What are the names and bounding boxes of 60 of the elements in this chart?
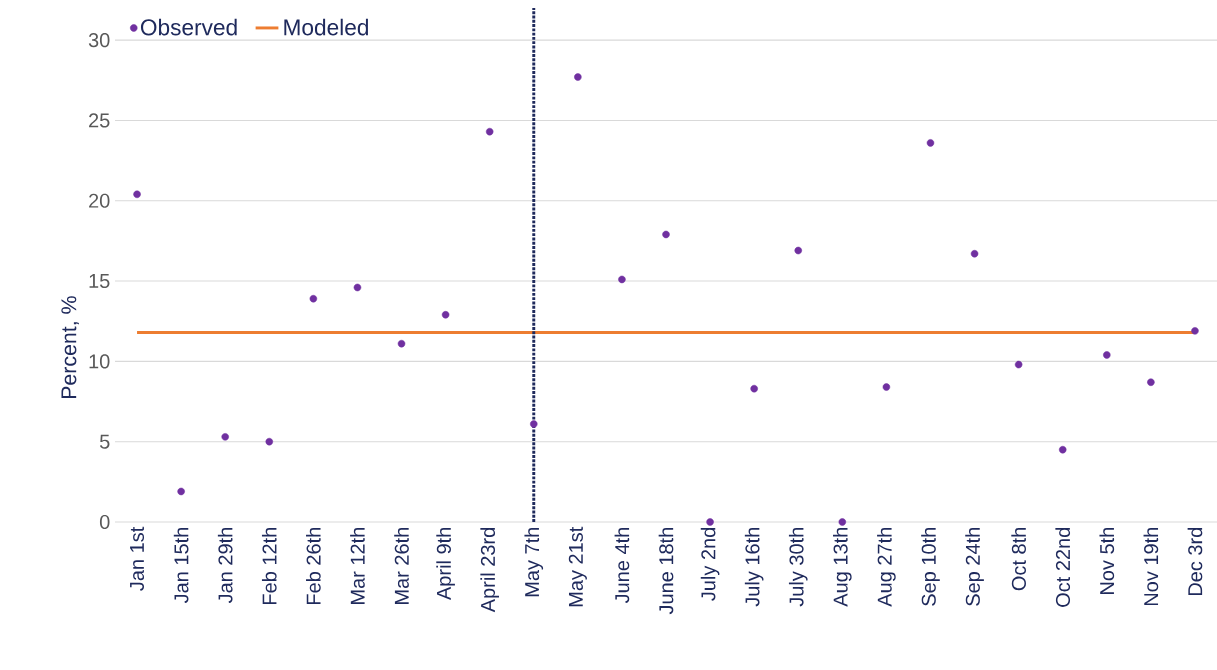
point: [970, 250, 979, 258]
point: [1014, 360, 1023, 369]
point: [1147, 378, 1155, 386]
legend-label: Modeled: [284, 18, 368, 36]
point: [353, 283, 362, 292]
x-tick-label: May 7th: [524, 528, 544, 597]
y-tick-label: 15: [89, 274, 110, 289]
x-tick-label: July 30th: [788, 528, 808, 607]
x-tick-label: Jan 1st: [130, 526, 145, 591]
y-tick-label: 5: [99, 434, 110, 449]
x-tick-label: Nov 19th: [1143, 528, 1159, 606]
point: [177, 487, 185, 496]
point: [794, 246, 802, 255]
y-tick-label: 20: [89, 193, 110, 208]
point: [838, 518, 847, 526]
point: [133, 190, 141, 199]
x-tick-label: Nov 5th: [1099, 528, 1115, 594]
x-tick-label: July 16th: [744, 528, 764, 607]
point: [309, 294, 318, 303]
x-tick-label: April 9th: [436, 528, 455, 601]
x-tick-label: April 23rd: [480, 528, 499, 613]
x-tick-label: Feb 26th: [306, 528, 321, 605]
x-tick-label: Oct 8th: [1011, 528, 1026, 591]
point: [750, 384, 758, 393]
point: [485, 127, 494, 136]
point: [1058, 445, 1067, 454]
x-tick-label: Sep 10th: [921, 528, 940, 606]
x-tick-label: June 18th: [658, 528, 674, 615]
point: [618, 275, 626, 284]
x-tick-label: Feb 12th: [261, 528, 277, 605]
x-tick-label: Jan 29th: [217, 528, 233, 604]
x-tick-label: Aug 13th: [833, 528, 852, 607]
x-tick-label: Mar 12th: [350, 528, 365, 604]
legend-label: Observed: [140, 18, 237, 36]
x-tick-label: Jan 15th: [173, 528, 189, 604]
point: [221, 433, 229, 441]
y-tick-label: 10: [89, 354, 110, 369]
x-tick-label: Oct 22nd: [1055, 528, 1071, 607]
point: [397, 339, 406, 348]
point: [574, 73, 582, 81]
y-tick-label: 30: [88, 33, 110, 48]
point: [1103, 351, 1111, 359]
point: [530, 420, 538, 428]
y-tick-label: 0: [99, 514, 110, 530]
x-tick-label: Sep 24th: [965, 528, 984, 606]
point: [1191, 327, 1199, 335]
x-tick-label: Aug 27th: [877, 528, 896, 607]
x-tick-label: May 21st: [568, 526, 587, 607]
x-tick-label: Dec 3rd: [1187, 528, 1203, 596]
point: [926, 139, 935, 147]
point: [265, 437, 274, 446]
point: [441, 311, 450, 319]
y-tick-label: 25: [89, 113, 110, 128]
x-tick-label: July 2nd: [700, 528, 720, 601]
point: [882, 383, 891, 391]
y-axis-title: Percent, %: [61, 296, 79, 399]
point: [706, 518, 714, 526]
point: [662, 230, 670, 239]
x-tick-label: June 4th: [614, 528, 630, 604]
x-tick-label: Mar 26th: [394, 528, 409, 604]
